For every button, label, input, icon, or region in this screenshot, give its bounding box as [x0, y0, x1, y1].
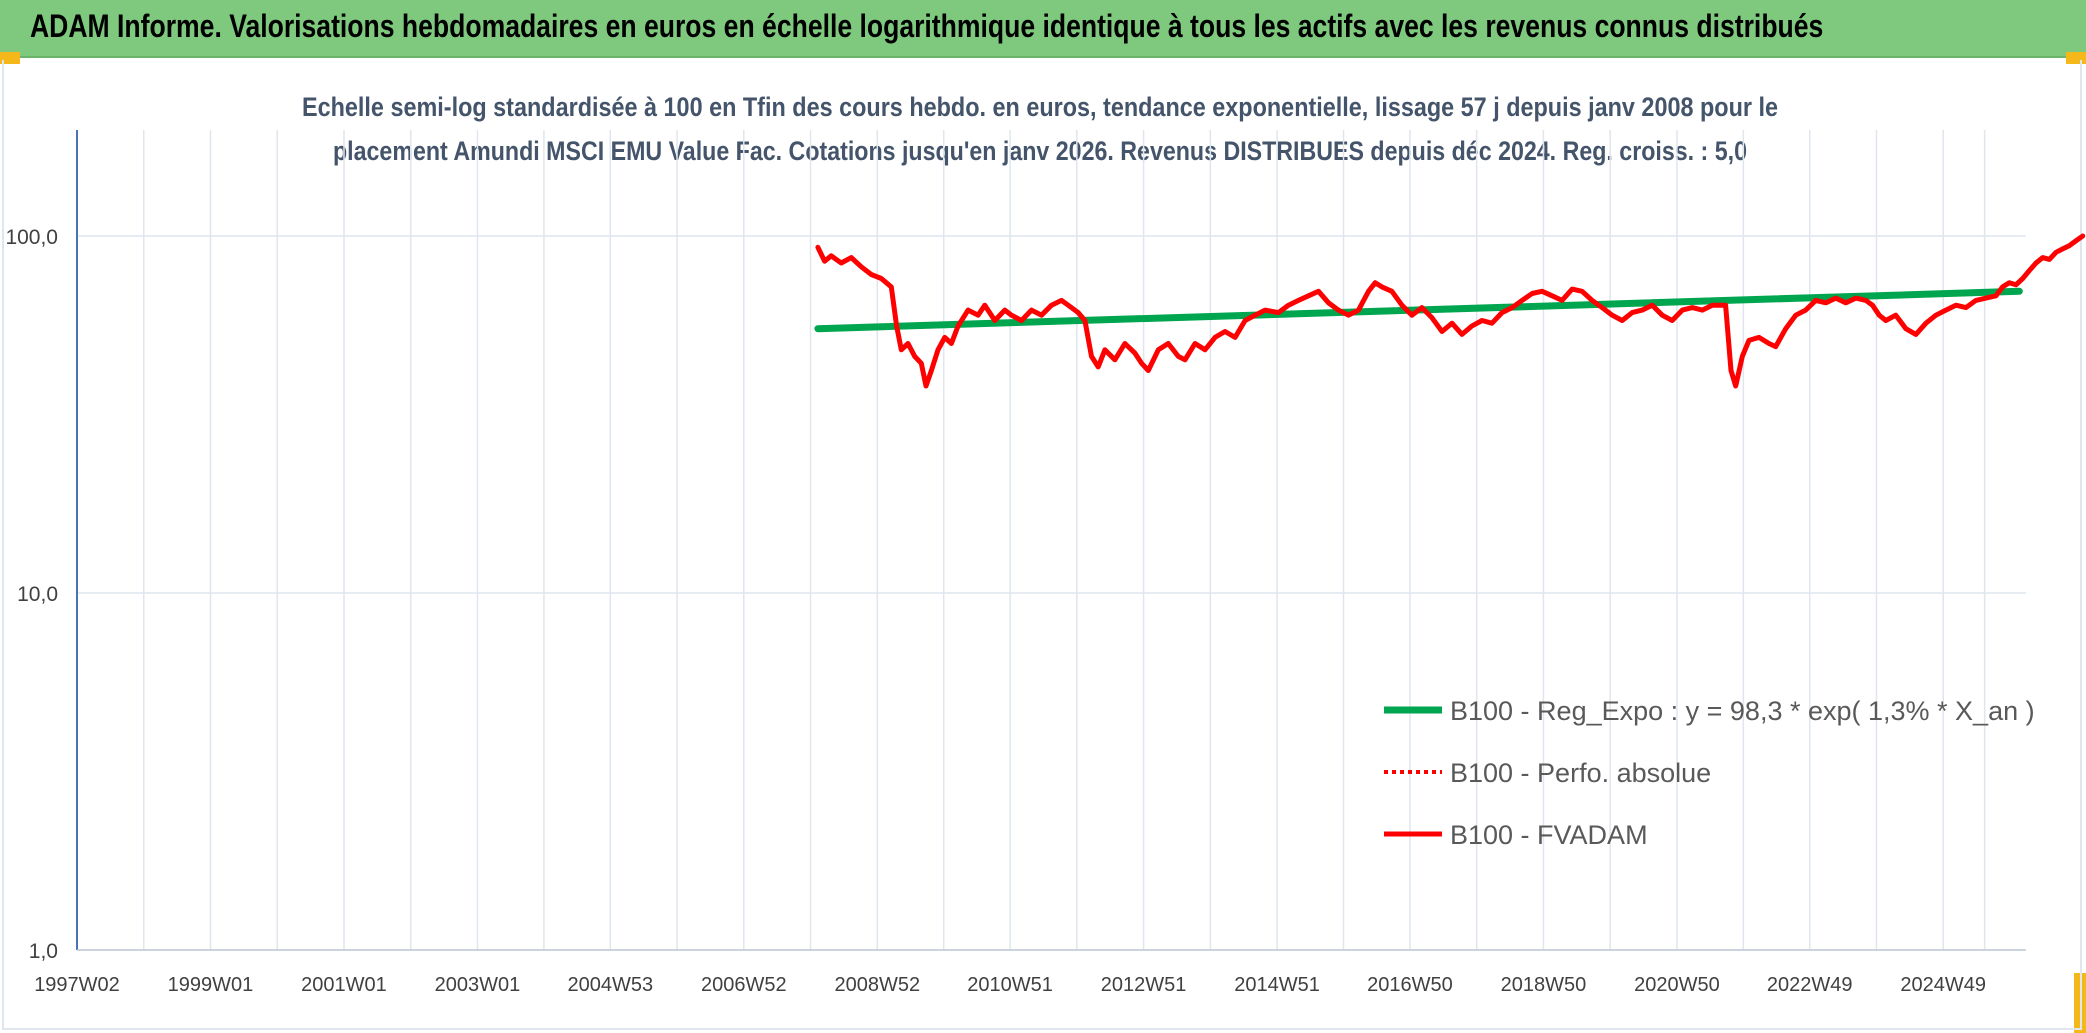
x-tick-label: 1997W02: [34, 974, 120, 996]
x-tick-label: 2024W49: [1900, 974, 1986, 996]
x-tick-label: 2020W50: [1634, 974, 1720, 996]
chart-subtitle: Echelle semi-log standardisée à 100 en T…: [302, 92, 1778, 166]
x-tick-label: 2008W52: [834, 974, 920, 996]
x-tick-label: 1999W01: [168, 974, 254, 996]
report-title: ADAM Informe. Valorisations hebdomadaire…: [30, 8, 1824, 44]
chart-frame: [2, 60, 2082, 1030]
x-tick-labels: 1997W02 1999W01 2001W01 2003W01 2004W53 2006W…: [34, 974, 1986, 996]
x-tick-label: 2016W50: [1367, 974, 1453, 996]
x-tick-label: 2022W49: [1767, 974, 1853, 996]
chart-grid: [77, 130, 2026, 951]
report-banner: ADAM Informe. Valorisations hebdomadaire…: [0, 0, 2086, 58]
series-fvadam-line: [815, 233, 2086, 389]
y-tick-label: 1,0: [29, 940, 58, 963]
chart-axes: [76, 130, 2026, 951]
legend-label: B100 - Reg_Expo : y = 98,3 * exp( 1,3% *…: [1450, 696, 2035, 726]
legend-label: B100 - Perfo. absolue: [1450, 758, 1711, 788]
y-tick-label: 100,0: [5, 226, 58, 249]
x-tick-label: 2018W50: [1501, 974, 1587, 996]
y-tick-labels: 100,0 10,0 1,0: [5, 226, 58, 963]
chart-subtitle-line: placement Amundi MSCI EMU Value Fac. Cot…: [333, 136, 1747, 166]
x-tick-label: 2004W53: [567, 974, 653, 996]
x-tick-label: 2010W51: [967, 974, 1053, 996]
legend-label: B100 - FVADAM: [1450, 820, 1648, 850]
x-tick-label: 2012W51: [1101, 974, 1187, 996]
x-tick-label: 2001W01: [301, 974, 387, 996]
x-tick-label: 2006W52: [701, 974, 787, 996]
x-tick-label: 2003W01: [435, 974, 521, 996]
chart-subtitle-line: Echelle semi-log standardisée à 100 en T…: [302, 92, 1778, 122]
y-tick-label: 10,0: [17, 583, 58, 606]
chart-series: [814, 233, 2086, 389]
x-tick-label: 2014W51: [1234, 974, 1320, 996]
corner-marker-left: [0, 52, 20, 64]
chart-legend: B100 - Reg_Expo : y = 98,3 * exp( 1,3% *…: [1384, 696, 2035, 850]
